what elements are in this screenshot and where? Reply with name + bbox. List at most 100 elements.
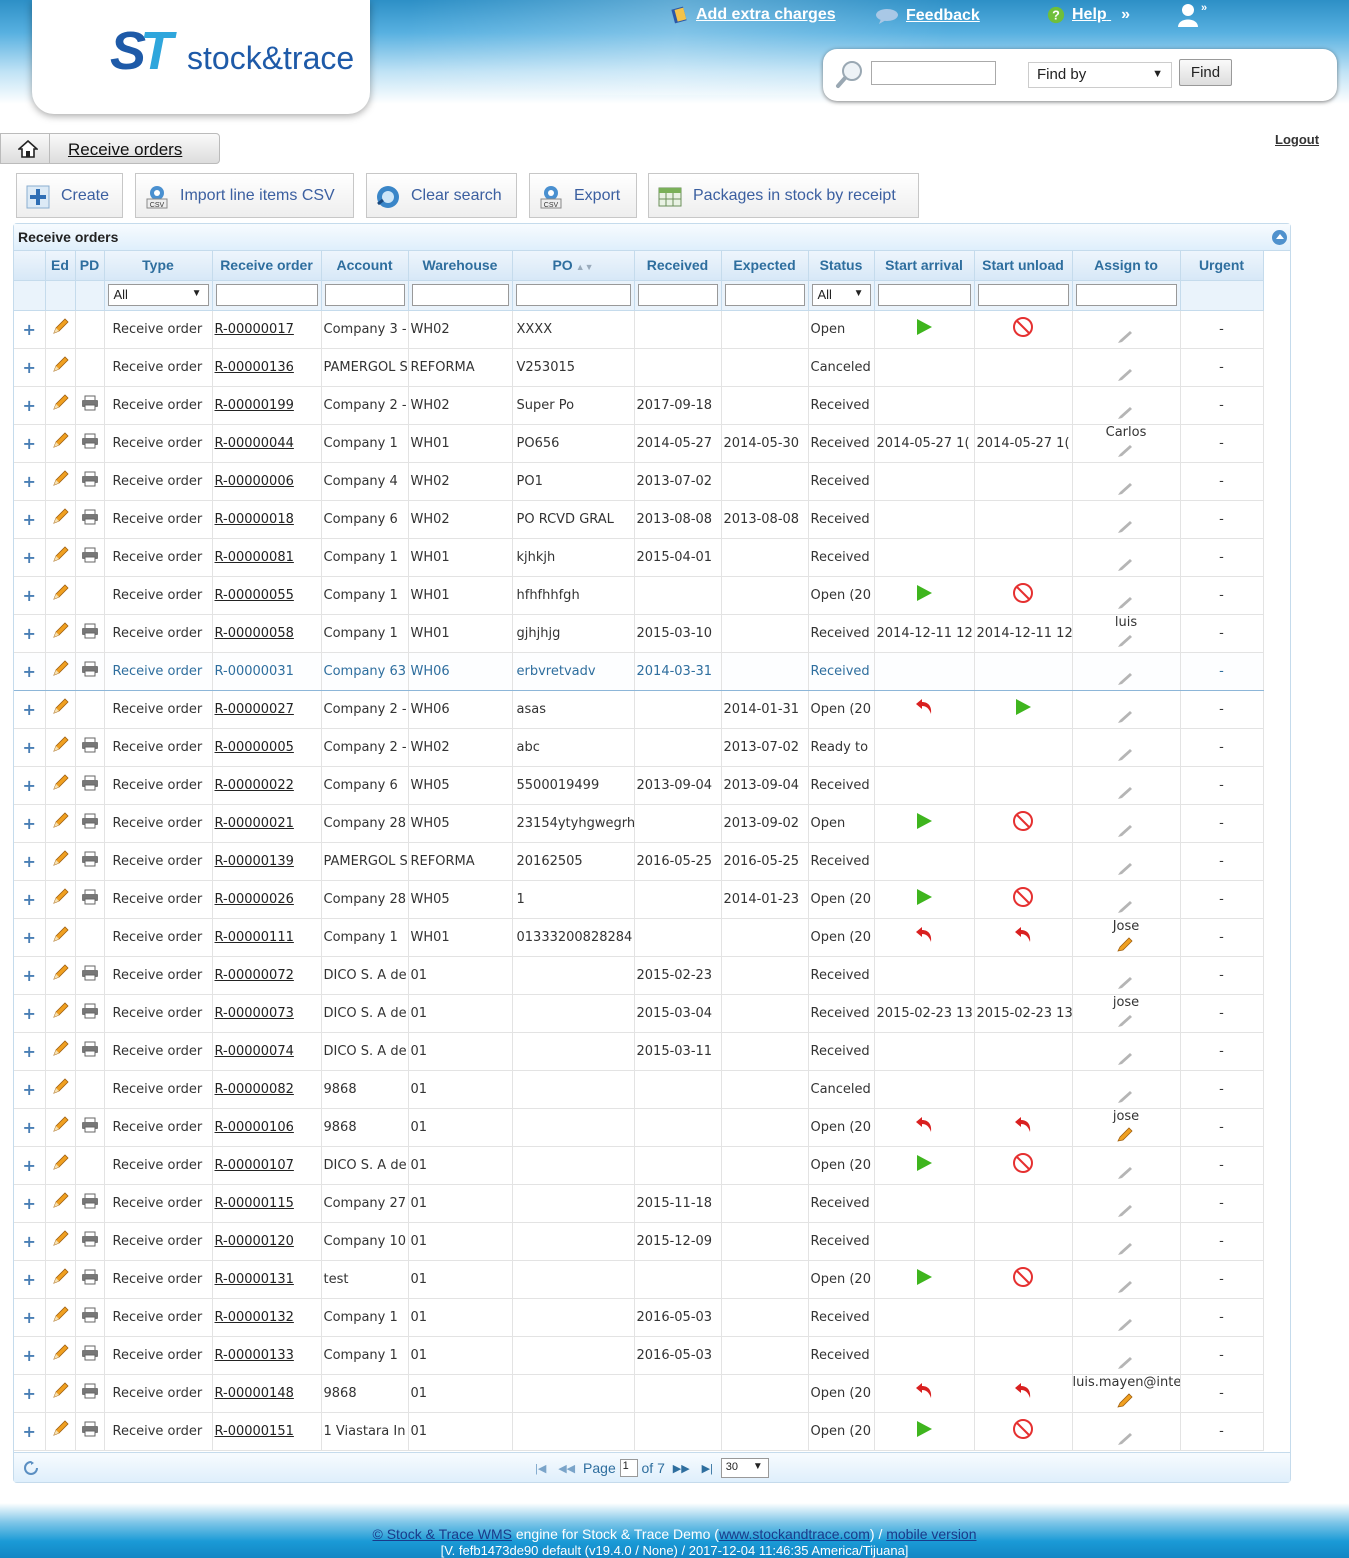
play-icon[interactable] (915, 1420, 933, 1438)
expand-plus-icon[interactable]: + (22, 775, 36, 795)
column-header[interactable]: Warehouse (408, 251, 513, 281)
assign-pencil-icon[interactable] (1116, 899, 1134, 915)
receive-order-link[interactable]: R-00000018 (214, 511, 294, 527)
edit-pencil-icon[interactable] (51, 546, 69, 564)
expand-plus-icon[interactable]: + (22, 699, 36, 719)
column-header[interactable]: Status (808, 251, 875, 281)
printer-icon[interactable] (81, 1231, 99, 1247)
undo-icon[interactable] (914, 1116, 934, 1134)
table-row[interactable]: + Receive order R-00000018 Company 6 WH02 PO … (14, 500, 1264, 539)
cancel-icon[interactable] (1012, 1266, 1034, 1288)
table-row[interactable]: + Receive order R-00000133 Company 1 01 2016-… (14, 1336, 1264, 1375)
table-row[interactable]: + Receive order R-00000120 Company 10 01 2015… (14, 1222, 1264, 1261)
import-csv-button[interactable]: CSV Import line items CSV (135, 173, 354, 218)
receive-order-link[interactable]: R-00000115 (214, 1195, 294, 1211)
status-filter-select[interactable]: All ▼ (811, 284, 871, 306)
expand-plus-icon[interactable]: + (22, 623, 36, 643)
expand-plus-icon[interactable]: + (22, 661, 36, 681)
clear-search-button[interactable]: Clear search (366, 173, 517, 218)
edit-pencil-icon[interactable] (51, 1078, 69, 1096)
assign-pencil-icon[interactable] (1116, 975, 1134, 991)
start-unload-filter-input[interactable] (977, 284, 1069, 306)
table-row[interactable]: + Receive order R-00000106 9868 01 Open (20 jo… (14, 1108, 1264, 1147)
printer-icon[interactable] (81, 965, 99, 981)
assign-pencil-icon[interactable] (1116, 1013, 1134, 1029)
table-row[interactable]: + Receive order R-00000107 DICO S. A de 01 Op… (14, 1146, 1264, 1185)
undo-icon[interactable] (1013, 1382, 1033, 1400)
expand-plus-icon[interactable]: + (22, 1003, 36, 1023)
assign-pencil-icon[interactable] (1116, 1051, 1134, 1067)
expand-plus-icon[interactable]: + (22, 395, 36, 415)
receive-order-link[interactable]: R-00000017 (214, 321, 294, 337)
collapse-icon[interactable] (1272, 230, 1287, 245)
logout-link[interactable]: Logout (1275, 132, 1320, 147)
printer-icon[interactable] (81, 661, 99, 677)
assign-pencil-icon[interactable] (1116, 936, 1134, 953)
assign-to-filter-input[interactable] (1075, 284, 1177, 306)
edit-pencil-icon[interactable] (51, 356, 69, 374)
cancel-icon[interactable] (1012, 316, 1034, 338)
undo-icon[interactable] (1013, 1116, 1033, 1134)
type-filter-select[interactable]: All ▼ (107, 284, 209, 306)
assign-pencil-icon[interactable] (1116, 633, 1134, 649)
expand-plus-icon[interactable]: + (22, 1345, 36, 1365)
receive-order-link[interactable]: R-00000082 (214, 1081, 294, 1097)
assign-pencil-icon[interactable] (1116, 595, 1134, 611)
edit-pencil-icon[interactable] (51, 1420, 69, 1438)
find-button[interactable]: Find (1179, 59, 1232, 86)
create-button[interactable]: Create (16, 173, 123, 218)
receive-order-link[interactable]: R-00000120 (214, 1233, 294, 1249)
receive-order-link[interactable]: R-00000058 (214, 625, 294, 641)
feedback-link[interactable]: Feedback (874, 7, 980, 25)
table-row[interactable]: + Receive order R-00000031 Company 63 WH06 er… (14, 651, 1264, 691)
assign-pencil-icon[interactable] (1116, 1126, 1134, 1143)
column-header[interactable]: Received (634, 251, 722, 281)
edit-pencil-icon[interactable] (51, 660, 69, 678)
cancel-icon[interactable] (1012, 582, 1034, 604)
edit-pencil-icon[interactable] (51, 698, 69, 716)
printer-icon[interactable] (81, 547, 99, 563)
assign-pencil-icon[interactable] (1116, 1355, 1134, 1371)
edit-pencil-icon[interactable] (51, 1192, 69, 1210)
expand-plus-icon[interactable]: + (22, 509, 36, 529)
table-row[interactable]: + Receive order R-00000027 Company 2 - WH06 a… (14, 690, 1264, 729)
table-row[interactable]: + Receive order R-00000132 Company 1 01 2016-… (14, 1298, 1264, 1337)
column-header[interactable]: PD (75, 251, 105, 281)
play-icon[interactable] (1014, 698, 1032, 716)
printer-icon[interactable] (81, 1307, 99, 1323)
edit-pencil-icon[interactable] (51, 812, 69, 830)
edit-pencil-icon[interactable] (51, 394, 69, 412)
expand-plus-icon[interactable]: + (22, 889, 36, 909)
assign-pencil-icon[interactable] (1116, 671, 1134, 687)
edit-pencil-icon[interactable] (51, 1344, 69, 1362)
table-row[interactable]: + Receive order R-00000148 9868 01 Open (20 lu… (14, 1374, 1264, 1413)
breadcrumb-receive-orders[interactable]: Receive orders (68, 140, 183, 159)
table-row[interactable]: + Receive order R-00000022 Company 6 WH05 550… (14, 766, 1264, 805)
expand-plus-icon[interactable]: + (22, 1307, 36, 1327)
expand-plus-icon[interactable]: + (22, 319, 36, 339)
receive-order-link[interactable]: R-00000106 (214, 1119, 294, 1135)
refresh-icon[interactable] (24, 1461, 38, 1475)
edit-pencil-icon[interactable] (51, 622, 69, 640)
column-header[interactable]: Account (321, 251, 409, 281)
edit-pencil-icon[interactable] (51, 318, 69, 336)
printer-icon[interactable] (81, 1421, 99, 1437)
expand-plus-icon[interactable]: + (22, 585, 36, 605)
edit-pencil-icon[interactable] (51, 1268, 69, 1286)
table-row[interactable]: + Receive order R-00000044 Company 1 WH01 PO6… (14, 424, 1264, 463)
assign-pencil-icon[interactable] (1116, 443, 1134, 459)
user-menu[interactable]: » (1177, 2, 1209, 32)
assign-pencil-icon[interactable] (1116, 823, 1134, 839)
receive-order-link[interactable]: R-00000132 (214, 1309, 294, 1325)
expand-plus-icon[interactable]: + (22, 1231, 36, 1251)
receive-order-link[interactable]: R-00000148 (214, 1385, 294, 1401)
export-button[interactable]: CSV Export (529, 173, 637, 218)
edit-pencil-icon[interactable] (51, 888, 69, 906)
first-page-icon[interactable]: |◀ (535, 1462, 547, 1475)
receive-order-link[interactable]: R-00000111 (214, 929, 294, 945)
printer-icon[interactable] (81, 433, 99, 449)
undo-icon[interactable] (914, 1382, 934, 1400)
column-header[interactable]: Receive order (212, 251, 322, 281)
printer-icon[interactable] (81, 1041, 99, 1057)
cancel-icon[interactable] (1012, 1152, 1034, 1174)
